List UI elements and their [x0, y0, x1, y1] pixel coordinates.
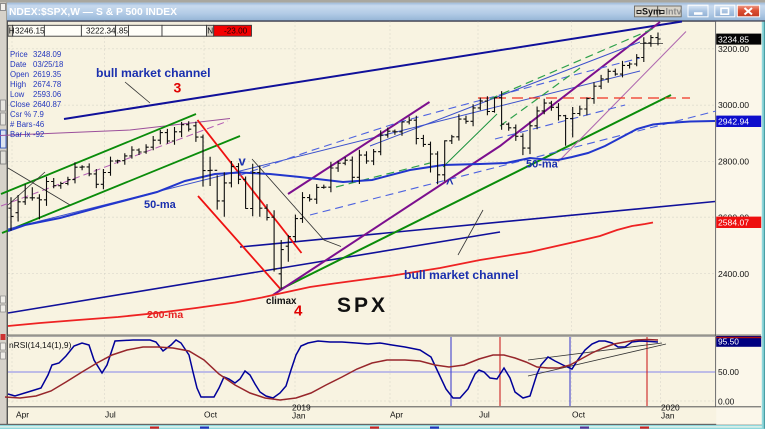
svg-text:3: 3	[174, 80, 182, 96]
svg-text:H: H	[9, 27, 15, 36]
svg-text:Price: Price	[10, 50, 28, 59]
svg-text:Low: Low	[10, 90, 25, 99]
svg-text:Sym: Sym	[642, 6, 661, 16]
svg-text:50-ma: 50-ma	[144, 199, 177, 211]
svg-text:2640.87: 2640.87	[33, 100, 61, 109]
svg-text:Csr %: Csr %	[10, 110, 31, 119]
svg-text:Open: Open	[10, 70, 29, 79]
svg-text:0.00: 0.00	[718, 397, 735, 407]
svg-text:2019: 2019	[292, 403, 311, 413]
svg-text:High: High	[10, 80, 26, 89]
svg-text:N: N	[207, 27, 213, 36]
svg-text:bull market channel: bull market channel	[404, 268, 518, 282]
svg-text:nRSI(14,14(1),9): nRSI(14,14(1),9)	[9, 340, 72, 350]
svg-text:Jul: Jul	[105, 410, 116, 420]
svg-text:Oct: Oct	[572, 410, 586, 420]
svg-text:Jul: Jul	[479, 410, 490, 420]
svg-text:^: ^	[446, 176, 454, 191]
svg-text:4: 4	[294, 303, 303, 320]
svg-text:50.00: 50.00	[718, 367, 739, 377]
svg-text:-92: -92	[33, 130, 44, 139]
svg-text:03/25/18: 03/25/18	[33, 60, 63, 69]
svg-text:2800.00: 2800.00	[718, 156, 749, 166]
svg-text:Date: Date	[10, 60, 26, 69]
svg-text:Apr: Apr	[390, 410, 403, 420]
svg-text:-46: -46	[33, 120, 44, 129]
svg-text:Intv: Intv	[666, 6, 682, 16]
svg-text:Jan: Jan	[661, 411, 675, 421]
svg-text:7.9: 7.9	[33, 110, 44, 119]
svg-text:3234.85: 3234.85	[718, 34, 749, 44]
svg-text:3248.09: 3248.09	[33, 50, 61, 59]
svg-text:2674.78: 2674.78	[33, 80, 61, 89]
svg-text:3222.34: 3222.34	[86, 27, 116, 36]
svg-text:3000.00: 3000.00	[718, 100, 749, 110]
svg-text:2619.35: 2619.35	[33, 70, 62, 79]
svg-text:3246.15: 3246.15	[15, 27, 45, 36]
svg-text:# Bars: # Bars	[10, 120, 33, 129]
svg-text:2593.06: 2593.06	[33, 90, 61, 99]
svg-text:2020: 2020	[661, 403, 680, 413]
svg-text:SPX: SPX	[337, 294, 388, 317]
svg-text:-23.00: -23.00	[224, 27, 248, 36]
svg-text:Oct: Oct	[204, 410, 218, 420]
svg-text:bull market channel: bull market channel	[96, 66, 210, 80]
svg-text:.85: .85	[117, 27, 129, 36]
svg-text:NDEX:$SPX,W — S & P 500 INDEX: NDEX:$SPX,W — S & P 500 INDEX	[9, 7, 177, 18]
svg-text:Jan: Jan	[292, 411, 306, 421]
svg-text:Bar Ix: Bar Ix	[10, 130, 30, 139]
svg-text:Close: Close	[10, 100, 30, 109]
svg-text:2584.07: 2584.07	[718, 218, 749, 228]
svg-text:v: v	[239, 154, 247, 169]
svg-text:2942.94: 2942.94	[718, 117, 749, 127]
svg-text:95.50: 95.50	[718, 337, 739, 347]
svg-text:200-ma: 200-ma	[147, 309, 183, 321]
svg-text:50-ma: 50-ma	[526, 159, 559, 171]
svg-text:3200.00: 3200.00	[718, 44, 749, 54]
svg-text:climax: climax	[266, 296, 297, 307]
svg-text:2400.00: 2400.00	[718, 269, 749, 279]
svg-text:Apr: Apr	[16, 410, 29, 420]
